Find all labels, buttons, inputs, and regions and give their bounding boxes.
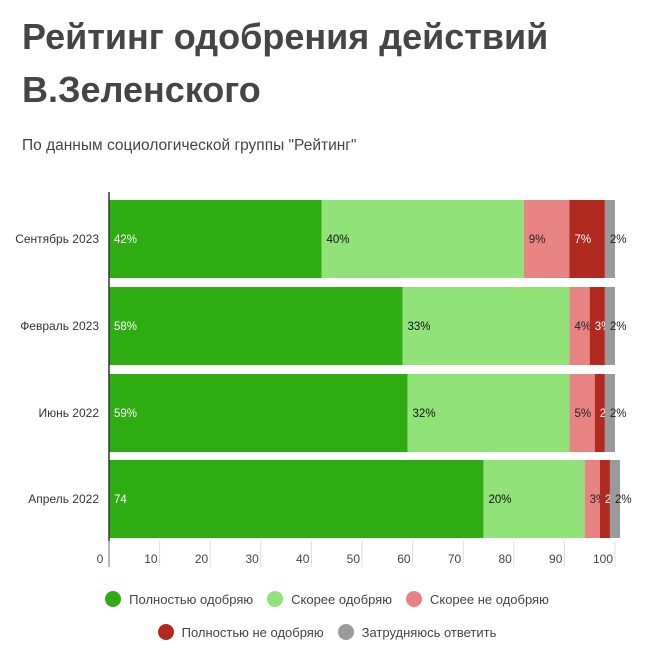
legend-item[interactable]: Полностью одобряю: [105, 591, 253, 607]
x-tick-label: 30: [245, 552, 259, 566]
data-label: 32%: [413, 408, 436, 420]
legend-row: Полностью не одобряю Затрудняюсь ответить: [0, 624, 654, 640]
legend-label: Скорее не одобряю: [429, 591, 549, 607]
bar-segment: [109, 287, 403, 365]
x-tick-label: 70: [448, 552, 462, 566]
legend-row: Полностью одобряю Скорее одобряю Скорее не…: [0, 591, 654, 607]
category-label: Апрель 2022: [28, 492, 99, 506]
legend-label: Затрудняюсь ответить: [361, 624, 497, 640]
bar-segment: [109, 374, 408, 452]
legend-swatch: [157, 624, 174, 640]
data-label: 74: [114, 494, 127, 506]
chart-subtitle: По данным социологической группы "Рейтин…: [22, 137, 357, 154]
bar-segment: [523, 200, 570, 278]
data-label: 58%: [114, 321, 137, 333]
bar-segment: [584, 460, 600, 538]
data-label: 59%: [114, 408, 137, 420]
x-tick-label: 40: [296, 552, 310, 566]
bar-segment: [109, 200, 322, 278]
x-tick-label: 80: [498, 552, 512, 566]
data-label: 2%: [615, 494, 632, 506]
legend-item[interactable]: Скорее одобряю: [267, 591, 392, 607]
data-label: 42%: [114, 234, 137, 246]
legend-swatch: [405, 591, 422, 607]
data-label: 33%: [407, 321, 430, 333]
x-tick-label: 50: [347, 552, 361, 566]
data-label: 2%: [610, 408, 627, 420]
legend-label: Полностью не одобряю: [181, 624, 324, 640]
x-tick-label: 0: [97, 552, 104, 566]
category-label: Февраль 2023: [20, 319, 99, 333]
legend-label: Полностью одобряю: [129, 591, 254, 607]
legend-item[interactable]: Затрудняюсь ответить: [337, 624, 497, 640]
data-label: 4%: [574, 321, 591, 333]
bar-segment: [569, 200, 605, 278]
bar-segment: [321, 200, 524, 278]
x-tick-label: 90: [549, 552, 563, 566]
data-label: 2%: [610, 234, 627, 246]
data-label: 40%: [327, 234, 350, 246]
category-label: Июнь 2022: [38, 406, 99, 420]
x-tick-label: 60: [397, 552, 411, 566]
chart-title: Рейтинг одобрения действий В.Зеленского: [22, 16, 549, 110]
legend-swatch: [337, 624, 354, 640]
category-label: Сентябрь 2023: [15, 232, 99, 246]
bar-segment: [604, 200, 615, 278]
legend-item[interactable]: Скорее не одобряю: [405, 591, 549, 607]
data-label: 9%: [529, 234, 546, 246]
bar-segment: [483, 460, 585, 538]
x-tick-label: 100: [593, 552, 613, 566]
x-tick-label: 20: [195, 552, 209, 566]
bar-segment: [609, 460, 621, 538]
legend-item[interactable]: Полностью не одобряю: [157, 624, 324, 640]
bar-segment: [569, 374, 595, 452]
bar-segment: [594, 374, 605, 452]
x-tick-label: 10: [144, 552, 158, 566]
data-label: 2%: [610, 321, 627, 333]
data-label: 5%: [574, 408, 591, 420]
bar-segment: [569, 287, 590, 365]
bar-segment: [604, 374, 615, 452]
bar-segment: [407, 374, 570, 452]
bar-segment: [109, 460, 484, 538]
bar-segment: [589, 287, 605, 365]
bar-segment: [604, 287, 615, 365]
bar-segment: [402, 287, 570, 365]
data-label: 7%: [574, 234, 591, 246]
data-label: 20%: [488, 494, 511, 506]
legend-swatch: [105, 591, 122, 607]
legend-label: Скорее одобряю: [291, 591, 392, 607]
bar-segment: [599, 460, 610, 538]
legend-swatch: [267, 591, 284, 607]
